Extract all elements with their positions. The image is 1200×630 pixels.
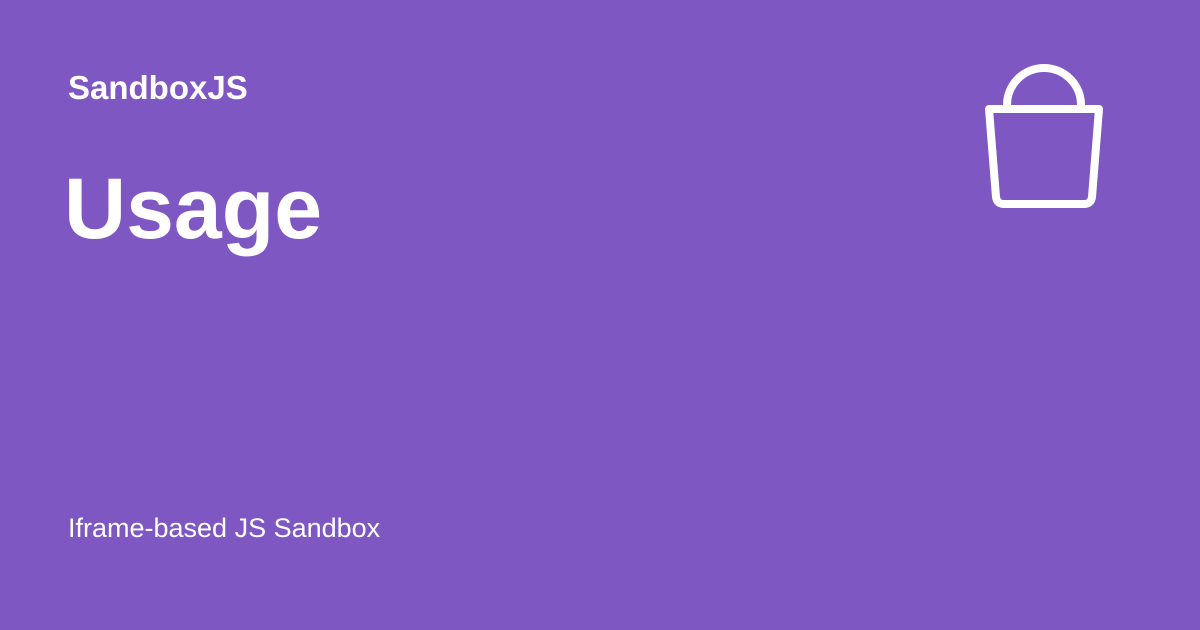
- site-name: SandboxJS: [68, 69, 248, 106]
- page-description: Iframe-based JS Sandbox: [68, 513, 381, 543]
- bucket-icon: [978, 58, 1110, 210]
- page-title: Usage: [64, 161, 323, 257]
